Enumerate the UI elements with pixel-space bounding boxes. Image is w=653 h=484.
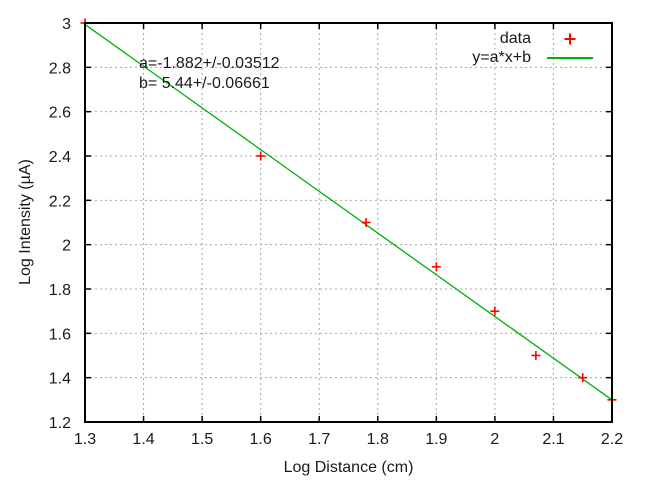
legend: data y=a*x+b [472, 29, 593, 67]
x-tick-label: 2 [490, 431, 499, 448]
x-axis-label: Log Distance (cm) [283, 459, 414, 476]
y-tick-label: 2 [62, 238, 71, 255]
legend-label-fit: y=a*x+b [472, 48, 531, 66]
x-tick-label: 1.9 [425, 431, 447, 448]
plot-border [84, 22, 613, 423]
x-tick-label: 1.8 [367, 431, 389, 448]
y-tick-label: 1.6 [49, 326, 71, 343]
x-tick-label: 1.4 [132, 431, 154, 448]
x-tick-label: 2.2 [601, 431, 623, 448]
data-point-marker-icon [547, 32, 593, 45]
fit-line-sample-icon [547, 51, 593, 64]
y-tick-label: 2.6 [49, 105, 71, 122]
fit-line [84, 23, 613, 401]
y-tick-label: 3 [62, 16, 71, 33]
y-tick-label: 2.2 [49, 193, 71, 210]
x-tick-label: 1.7 [308, 431, 330, 448]
legend-entry-fit: y=a*x+b [472, 48, 593, 67]
y-tick-label: 1.4 [49, 371, 71, 388]
y-tick-label: 2.8 [49, 60, 71, 77]
fit-param-a-annotation: a=-1.882+/-0.03512 [139, 55, 280, 72]
y-tick-label: 1.8 [49, 282, 71, 299]
y-tick-label: 2.4 [49, 149, 71, 166]
y-axis-label: Log Intensity (µA) [17, 159, 34, 285]
x-tick-label: 1.3 [74, 431, 96, 448]
legend-label-data: data [499, 29, 531, 47]
x-tick-label: 1.6 [250, 431, 272, 448]
fit-param-b-annotation: b= 5.44+/-0.06661 [139, 75, 270, 92]
y-tick-label: 1.2 [49, 415, 71, 432]
x-tick-label: 1.5 [191, 431, 213, 448]
legend-entry-data: data [472, 29, 593, 48]
x-tick-label: 2.1 [542, 431, 564, 448]
